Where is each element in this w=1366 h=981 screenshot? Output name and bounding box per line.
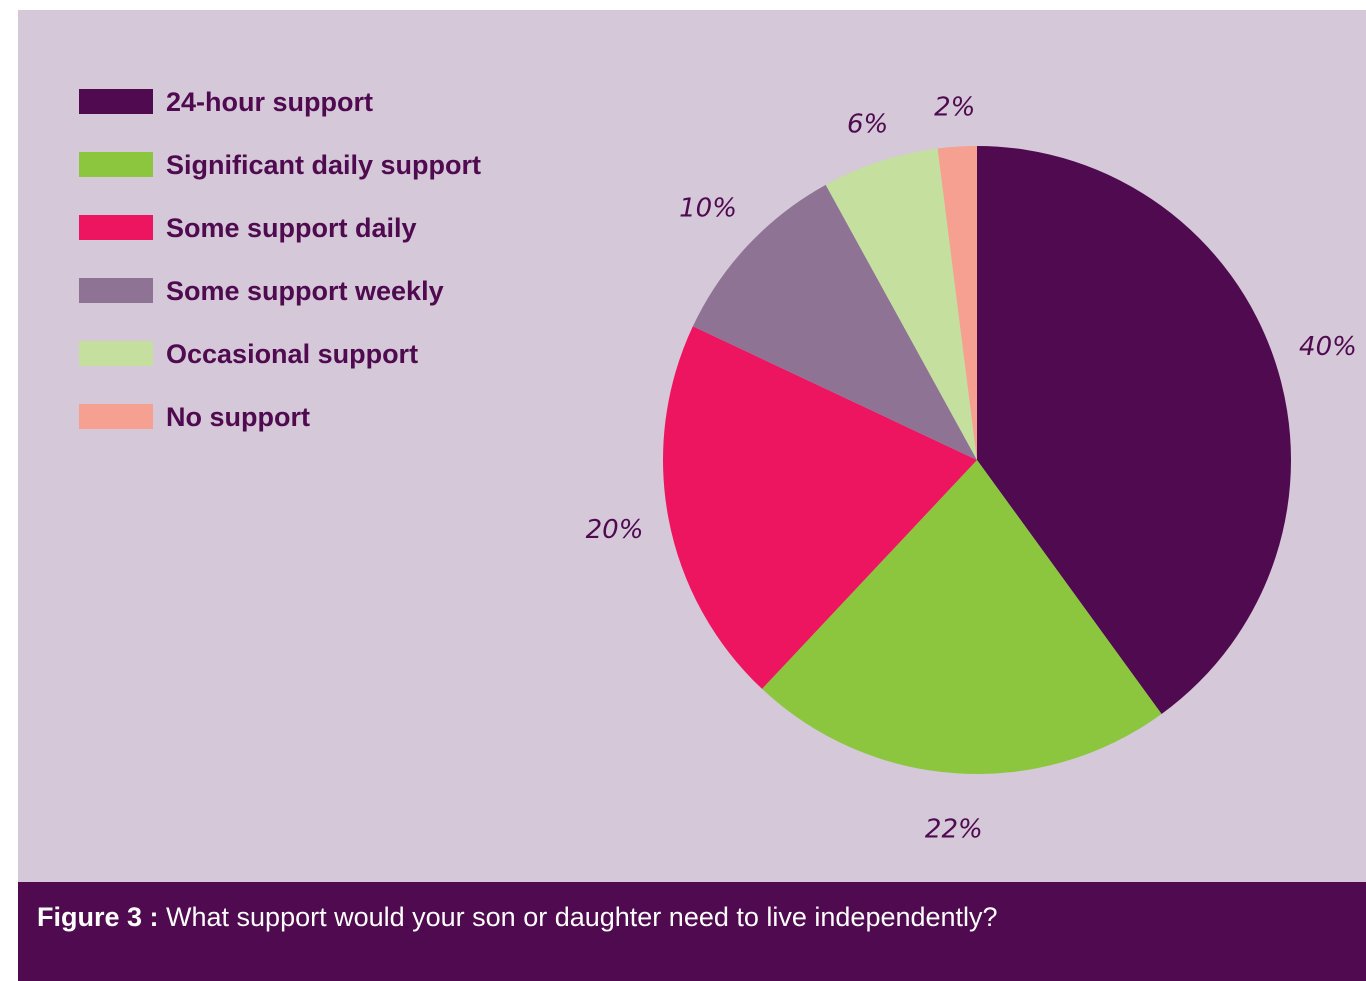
caption-body: What support would your son or daughter … [158, 902, 998, 932]
pie-slice [662, 326, 977, 689]
pie-slice [762, 460, 1162, 775]
legend-label: Some support daily [166, 213, 417, 243]
slice-value-label: 22% [925, 814, 983, 844]
slice-value-label: 20% [586, 515, 644, 545]
pie-slices [662, 146, 1291, 775]
legend-swatch [79, 341, 153, 366]
legend-swatch [79, 278, 153, 303]
legend-label: Occasional support [166, 339, 419, 369]
slice-value-label: 40% [1299, 332, 1357, 362]
legend-label: Significant daily support [166, 150, 482, 180]
pie-chart: 40% 22% 20% 10% 6% 2% [586, 93, 1357, 845]
pie-slice [977, 146, 1291, 715]
legend-swatch [79, 215, 153, 240]
legend-swatch [79, 89, 153, 114]
pie-slice [937, 146, 977, 460]
pie-slice [825, 148, 977, 460]
slice-value-label: 10% [679, 193, 737, 223]
legend-label: 24-hour support [166, 87, 373, 117]
pie-slice [692, 184, 977, 460]
legend-label: Some support weekly [166, 276, 444, 306]
caption-text: Figure 3 : What support would your son o… [37, 902, 998, 933]
figure-caption: Figure 3 : What support would your son o… [18, 882, 1366, 981]
slice-value-label: 2% [934, 93, 975, 123]
slice-value-label: 6% [847, 109, 888, 139]
legend-label: No support [166, 402, 310, 432]
legend-swatch [79, 152, 153, 177]
caption-prefix: Figure 3 : [37, 902, 159, 932]
pie-labels: 40% 22% 20% 10% 6% 2% [586, 93, 1357, 845]
legend-swatch [79, 404, 153, 429]
